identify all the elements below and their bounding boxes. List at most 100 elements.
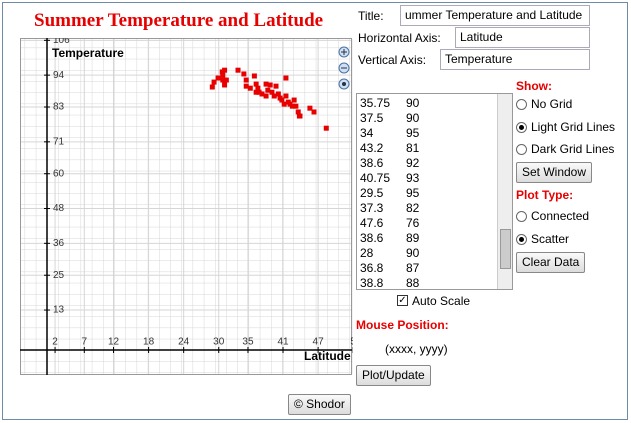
row-y: 90 — [406, 96, 420, 110]
point — [222, 82, 228, 88]
point — [263, 81, 269, 87]
radio-option[interactable]: Connected — [516, 209, 589, 224]
point — [273, 83, 279, 89]
x-tick-label: 2 — [52, 337, 58, 348]
vertical-label: Vertical Axis: — [358, 53, 427, 67]
row-y: 90 — [406, 111, 420, 125]
scroll-thumb[interactable] — [500, 229, 511, 269]
y-axis-label: Temperature — [52, 46, 124, 60]
point — [283, 93, 289, 99]
row-x: 35.75 — [360, 96, 391, 110]
radio-button[interactable] — [516, 211, 527, 222]
point — [307, 105, 313, 111]
plot-update-button[interactable]: Plot/Update — [356, 365, 431, 386]
grid — [21, 39, 351, 374]
auto-scale-checkbox[interactable]: ✓ — [397, 295, 408, 306]
radio-button[interactable] — [516, 99, 527, 110]
set-window-button[interactable]: Set Window — [516, 162, 593, 183]
x-tick-label: 30 — [213, 337, 225, 348]
zoom-out[interactable] — [338, 62, 350, 74]
row-x: 47.6 — [360, 216, 384, 230]
x-tick-label: 12 — [108, 337, 120, 348]
radio-button[interactable] — [516, 234, 527, 245]
y-tick-label: 71 — [53, 136, 65, 147]
radio-option[interactable]: Scatter — [516, 232, 569, 247]
radio-option[interactable]: No Grid — [516, 97, 572, 112]
y-tick-label: 13 — [53, 305, 65, 316]
point — [291, 97, 297, 103]
show-heading: Show: — [516, 79, 552, 93]
y-tick-label: 25 — [53, 270, 65, 281]
row-x: 37.5 — [360, 111, 384, 125]
point — [220, 77, 226, 83]
horizontal-input[interactable]: Latitude — [455, 27, 590, 48]
point — [235, 67, 241, 73]
radio-label: Dark Grid Lines — [531, 142, 615, 156]
point — [293, 103, 299, 109]
point — [251, 73, 257, 79]
plot-type-heading: Plot Type: — [516, 188, 574, 202]
point — [253, 89, 259, 95]
row-y: 88 — [406, 276, 420, 290]
row-x: 28 — [360, 246, 374, 260]
point — [209, 84, 215, 90]
x-axis-label: Latitude — [304, 349, 351, 363]
x-tick-label: 5 — [350, 337, 353, 348]
title-label: Title: — [358, 9, 384, 23]
vertical-input[interactable]: Temperature — [440, 49, 590, 70]
point — [215, 75, 221, 81]
point — [256, 89, 262, 95]
radio-label: No Grid — [531, 97, 573, 111]
point — [211, 79, 217, 85]
row-x: 43.2 — [360, 141, 384, 155]
row-y: 82 — [406, 201, 420, 215]
point — [259, 91, 265, 97]
x-tick-label: 24 — [178, 337, 190, 348]
radio-label: Connected — [531, 209, 590, 223]
app-title: Summer Temperature and Latitude — [34, 10, 324, 31]
point — [281, 101, 287, 107]
row-y: 92 — [406, 156, 420, 170]
row-y: 93 — [406, 171, 420, 185]
clear-data-button[interactable]: Clear Data — [516, 252, 586, 273]
point — [247, 85, 253, 91]
radio-option[interactable]: Light Grid Lines — [516, 120, 615, 135]
title-input[interactable]: ummer Temperature and Latitude — [400, 5, 590, 26]
shodor-button[interactable]: © Shodor — [288, 394, 351, 415]
row-y: 95 — [406, 186, 420, 200]
x-tick-label: 47 — [313, 337, 325, 348]
row-y: 90 — [406, 246, 420, 260]
x-tick-label: 35 — [242, 337, 254, 348]
mouse-heading: Mouse Position: — [356, 318, 449, 332]
y-tick-label: 48 — [53, 203, 65, 214]
row-x: 34 — [360, 126, 374, 140]
point — [223, 77, 229, 83]
radio-button[interactable] — [516, 144, 527, 155]
point — [263, 93, 269, 99]
plot[interactable]: 2 7 12 18 24 30 35 41 47 5 106 94 83 71 60 48 36 25 13 Tem… — [20, 38, 353, 376]
point — [222, 67, 228, 73]
radio-button[interactable] — [516, 121, 527, 133]
point — [289, 103, 295, 109]
point — [311, 109, 317, 115]
point — [243, 77, 249, 83]
data-textarea[interactable]: 35.75 90 37.5 90 34 95 43.2 81 38.6 92 40.75 93 29.5… — [356, 93, 513, 290]
y-tick-label: 36 — [53, 238, 65, 249]
point — [323, 125, 329, 131]
row-x: 38.8 — [360, 276, 384, 290]
point — [267, 82, 273, 88]
row-y: 76 — [406, 216, 420, 230]
point — [275, 91, 281, 97]
zoom-reset[interactable] — [338, 78, 350, 90]
y-tick-label: 106 — [53, 38, 70, 46]
x-tick-label: 7 — [82, 337, 88, 348]
row-y: 81 — [406, 141, 420, 155]
zoom-in[interactable] — [338, 46, 350, 58]
point — [271, 93, 277, 99]
scrollbar[interactable] — [497, 94, 512, 289]
y-tick-label: 94 — [53, 70, 65, 81]
radio-option[interactable]: Dark Grid Lines — [516, 142, 614, 157]
row-x: 38.6 — [360, 231, 384, 245]
row-x: 38.6 — [360, 156, 384, 170]
